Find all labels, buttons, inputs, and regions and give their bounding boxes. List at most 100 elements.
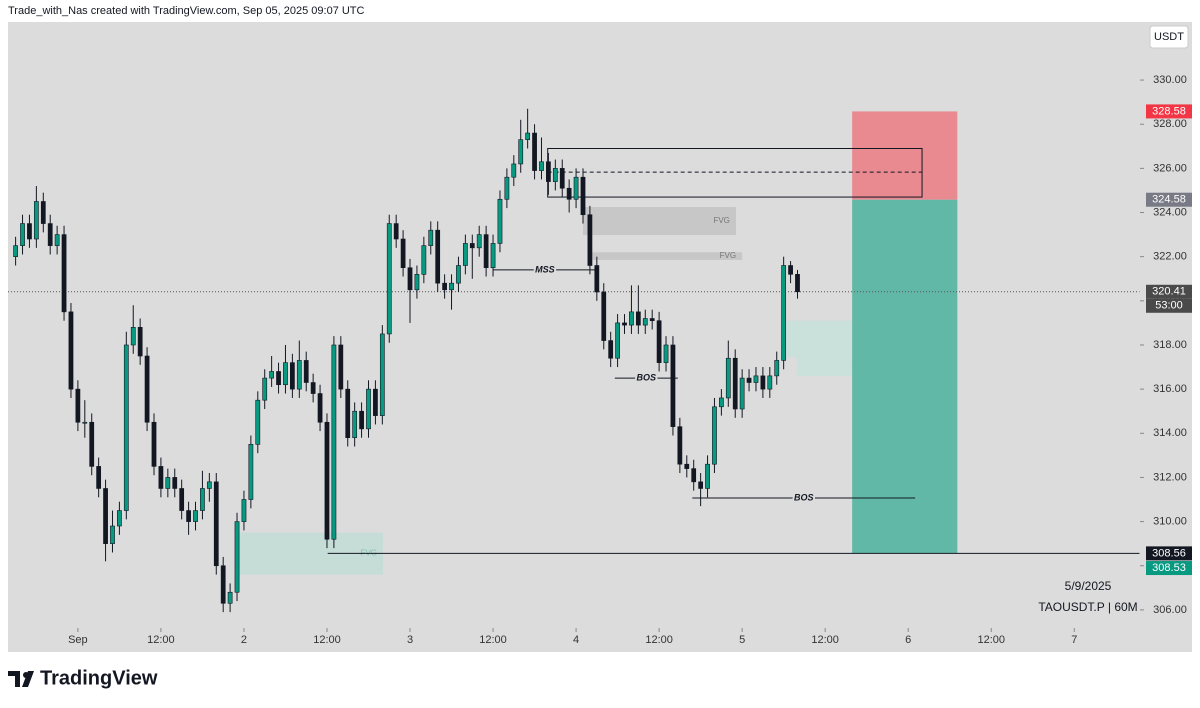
candle-body [504, 176, 510, 200]
candle-body [89, 421, 95, 467]
x-tick-label: Sep [68, 634, 88, 646]
price-tag-label: 328.58 [1152, 105, 1186, 117]
price-tag [1146, 192, 1192, 207]
candle-body [352, 410, 358, 439]
candle-body [421, 245, 427, 275]
candle-body [165, 477, 171, 489]
candle-body [393, 223, 399, 240]
candle-body [753, 375, 759, 383]
candle-body [635, 311, 641, 326]
candle-body [580, 176, 586, 216]
candle-body [366, 388, 371, 430]
y-tick-label: 310.00 [1153, 515, 1187, 527]
price-tag-label: 308.53 [1152, 562, 1186, 574]
candle-body [615, 322, 620, 359]
candle-body [725, 357, 731, 399]
candle-body [290, 362, 295, 390]
level-label: BOS [794, 492, 814, 502]
header: Trade_with_Nas created with TradingView.… [8, 5, 365, 17]
candle-body [712, 406, 717, 465]
candle-body [518, 139, 524, 165]
candle-body [61, 234, 67, 313]
candle-body [622, 322, 627, 326]
y-tick-label: 306.00 [1153, 604, 1187, 616]
x-tick-label: 7 [1071, 634, 1077, 646]
candle-body [213, 481, 219, 567]
candle-body [601, 291, 607, 341]
candle-body [206, 481, 212, 489]
candle-body [262, 377, 268, 401]
candle-body [338, 344, 344, 390]
candle-body [200, 488, 205, 511]
y-tick-label: 322.00 [1153, 251, 1187, 263]
x-tick-label: 12:00 [479, 634, 507, 646]
candle-body [103, 488, 108, 544]
candle-body [123, 344, 129, 511]
candle-body [172, 477, 178, 489]
candle-body [220, 565, 226, 604]
x-tick-label: 12:00 [313, 634, 341, 646]
target-zone [852, 199, 958, 554]
candle-body [629, 311, 634, 326]
x-tick-label: 2 [241, 634, 247, 646]
y-tick-label: 318.00 [1153, 339, 1187, 351]
currency-box[interactable] [1149, 25, 1189, 49]
candle-body [719, 397, 724, 408]
candle-body [379, 333, 385, 416]
x-tick-label: 12:00 [811, 634, 839, 646]
candle-body [594, 265, 600, 293]
price-tag [1146, 104, 1192, 119]
stop-zone [852, 111, 958, 200]
candle-body [75, 388, 81, 423]
candle-body [186, 510, 191, 522]
logo-icon [8, 671, 34, 687]
countdown-box [1146, 298, 1192, 313]
candle-body [110, 525, 115, 544]
candle-body [539, 161, 544, 171]
zone-label: FVG [720, 251, 736, 260]
candle-body [781, 265, 787, 361]
candle-body [96, 466, 102, 489]
candle-body [705, 463, 710, 489]
candle-body [276, 371, 281, 386]
zone [591, 252, 743, 260]
candle-body [732, 357, 738, 410]
candle-body [559, 168, 565, 189]
candle-body [532, 132, 537, 171]
candle-body [303, 360, 309, 383]
candle-body [179, 488, 185, 511]
y-tick-label: 314.00 [1153, 427, 1187, 439]
x-tick-label: 3 [407, 634, 413, 646]
candle-body [414, 274, 420, 291]
candle-body [663, 344, 669, 363]
candle-body [566, 187, 572, 200]
candle-body [746, 377, 752, 383]
price-tag-label: 308.56 [1152, 547, 1186, 559]
level-label: MSS [535, 264, 555, 274]
candle-body [269, 371, 275, 379]
candle-body [324, 421, 330, 540]
zone-label: FVG [713, 216, 729, 225]
candle-body [82, 421, 88, 424]
candle-body [241, 499, 247, 522]
candle-body [296, 360, 302, 390]
price-tag-label: 324.58 [1152, 194, 1186, 206]
candle-body [788, 265, 793, 275]
candle-body [407, 267, 413, 291]
y-tick-label: 330.00 [1153, 74, 1187, 86]
candle-body [469, 243, 475, 249]
candle-body [137, 327, 143, 357]
candle-body [47, 223, 53, 246]
candle-body [698, 481, 703, 489]
chart-background [8, 22, 1192, 652]
candle-body [130, 327, 136, 346]
price-tag [1146, 561, 1192, 576]
candle-body [248, 444, 254, 500]
brand: TradingView [40, 667, 158, 689]
candle-body [684, 463, 690, 469]
candle-body [587, 214, 593, 266]
candle-body [767, 375, 773, 390]
last-price-tag-label: 320.41 [1152, 286, 1186, 298]
zone [782, 320, 853, 358]
